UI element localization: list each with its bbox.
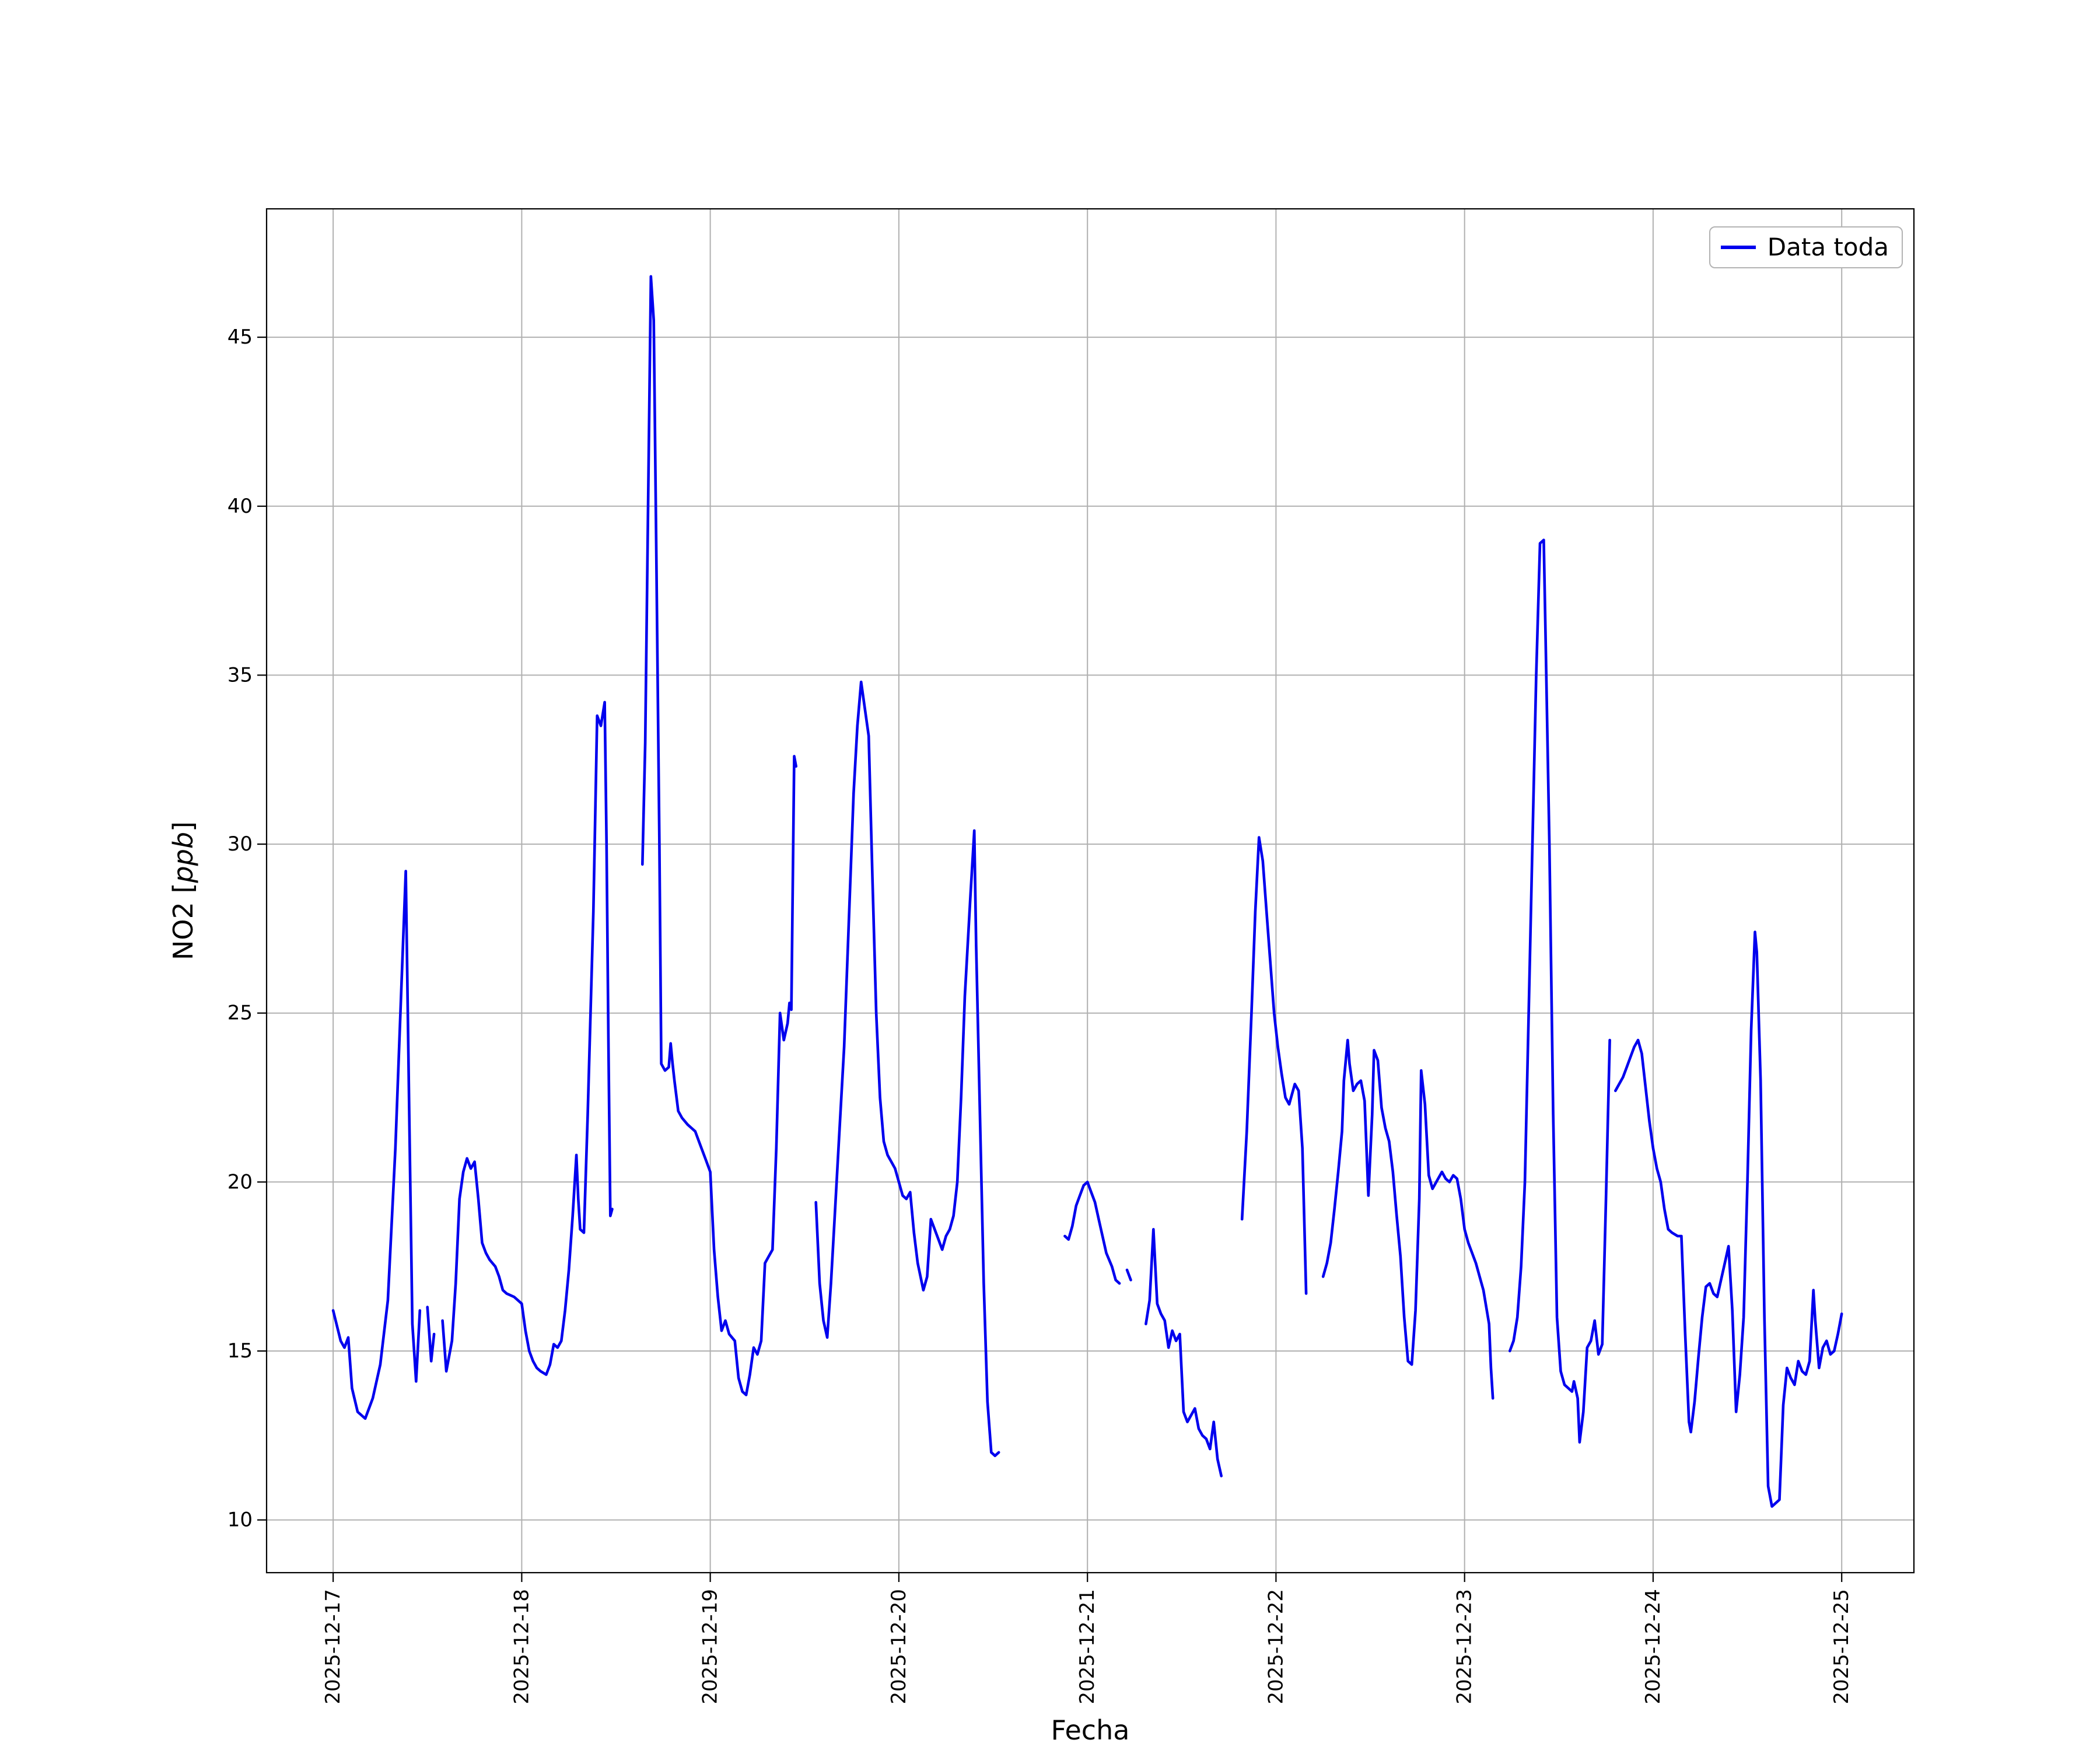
line-segment (814, 680, 1000, 1457)
line-segment (1321, 1038, 1494, 1400)
y-tick-labels: 10 15 20 25 30 35 40 45 (228, 326, 253, 1532)
y-tick-label: 30 (228, 832, 253, 856)
line-segment (1144, 1228, 1223, 1478)
line-segment (1508, 538, 1611, 1444)
x-tick-label: 2025-12-17 (321, 1589, 345, 1704)
y-axis-label: NO2 [ppb] (167, 821, 199, 960)
y-tick-label: 45 (228, 326, 253, 349)
y-axis-label-prefix: NO2 [ (167, 883, 199, 960)
line-segment (1240, 836, 1308, 1295)
y-tick-label: 15 (228, 1339, 253, 1363)
tick-marks (257, 336, 1843, 1582)
y-axis-label-italic: ppb (167, 832, 199, 884)
line-segment (1125, 1268, 1132, 1282)
x-tick-label: 2025-12-25 (1830, 1589, 1853, 1704)
x-tick-label: 2025-12-24 (1642, 1589, 1665, 1704)
line-segment (1614, 930, 1843, 1508)
x-tick-label: 2025-12-19 (699, 1589, 722, 1704)
x-tick-label: 2025-12-18 (510, 1589, 533, 1704)
x-tick-labels: 2025-12-17 2025-12-18 2025-12-19 2025-12-20… (321, 1589, 1853, 1704)
y-tick-label: 40 (228, 495, 253, 518)
y-tick-label: 35 (228, 663, 253, 687)
x-axis-label: Fecha (1051, 1714, 1130, 1746)
legend[interactable]: Data toda (1709, 226, 1903, 269)
line-segment (1063, 1181, 1121, 1285)
x-tick-label: 2025-12-21 (1076, 1589, 1099, 1704)
legend-label: Data toda (1767, 233, 1889, 261)
y-axis-label-suffix: ] (167, 821, 199, 832)
y-tick-label: 10 (228, 1508, 253, 1532)
x-tick-label: 2025-12-22 (1264, 1589, 1287, 1704)
line-segment (441, 701, 614, 1376)
chart-generated-content: 2025-12-17 2025-12-18 2025-12-19 2025-12-20… (228, 209, 1914, 1704)
y-tick-label: 20 (228, 1170, 253, 1194)
line-segment (641, 275, 797, 1396)
x-tick-label: 2025-12-23 (1453, 1589, 1476, 1704)
line-segment (331, 870, 422, 1420)
line-segment (426, 1306, 436, 1363)
y-tick-label: 25 (228, 1002, 253, 1025)
plot-border (265, 208, 1915, 1574)
series-data-toda (331, 275, 1843, 1508)
x-tick-label: 2025-12-20 (887, 1589, 911, 1704)
legend-line-sample (1720, 246, 1756, 250)
grid-lines (267, 209, 1914, 1573)
